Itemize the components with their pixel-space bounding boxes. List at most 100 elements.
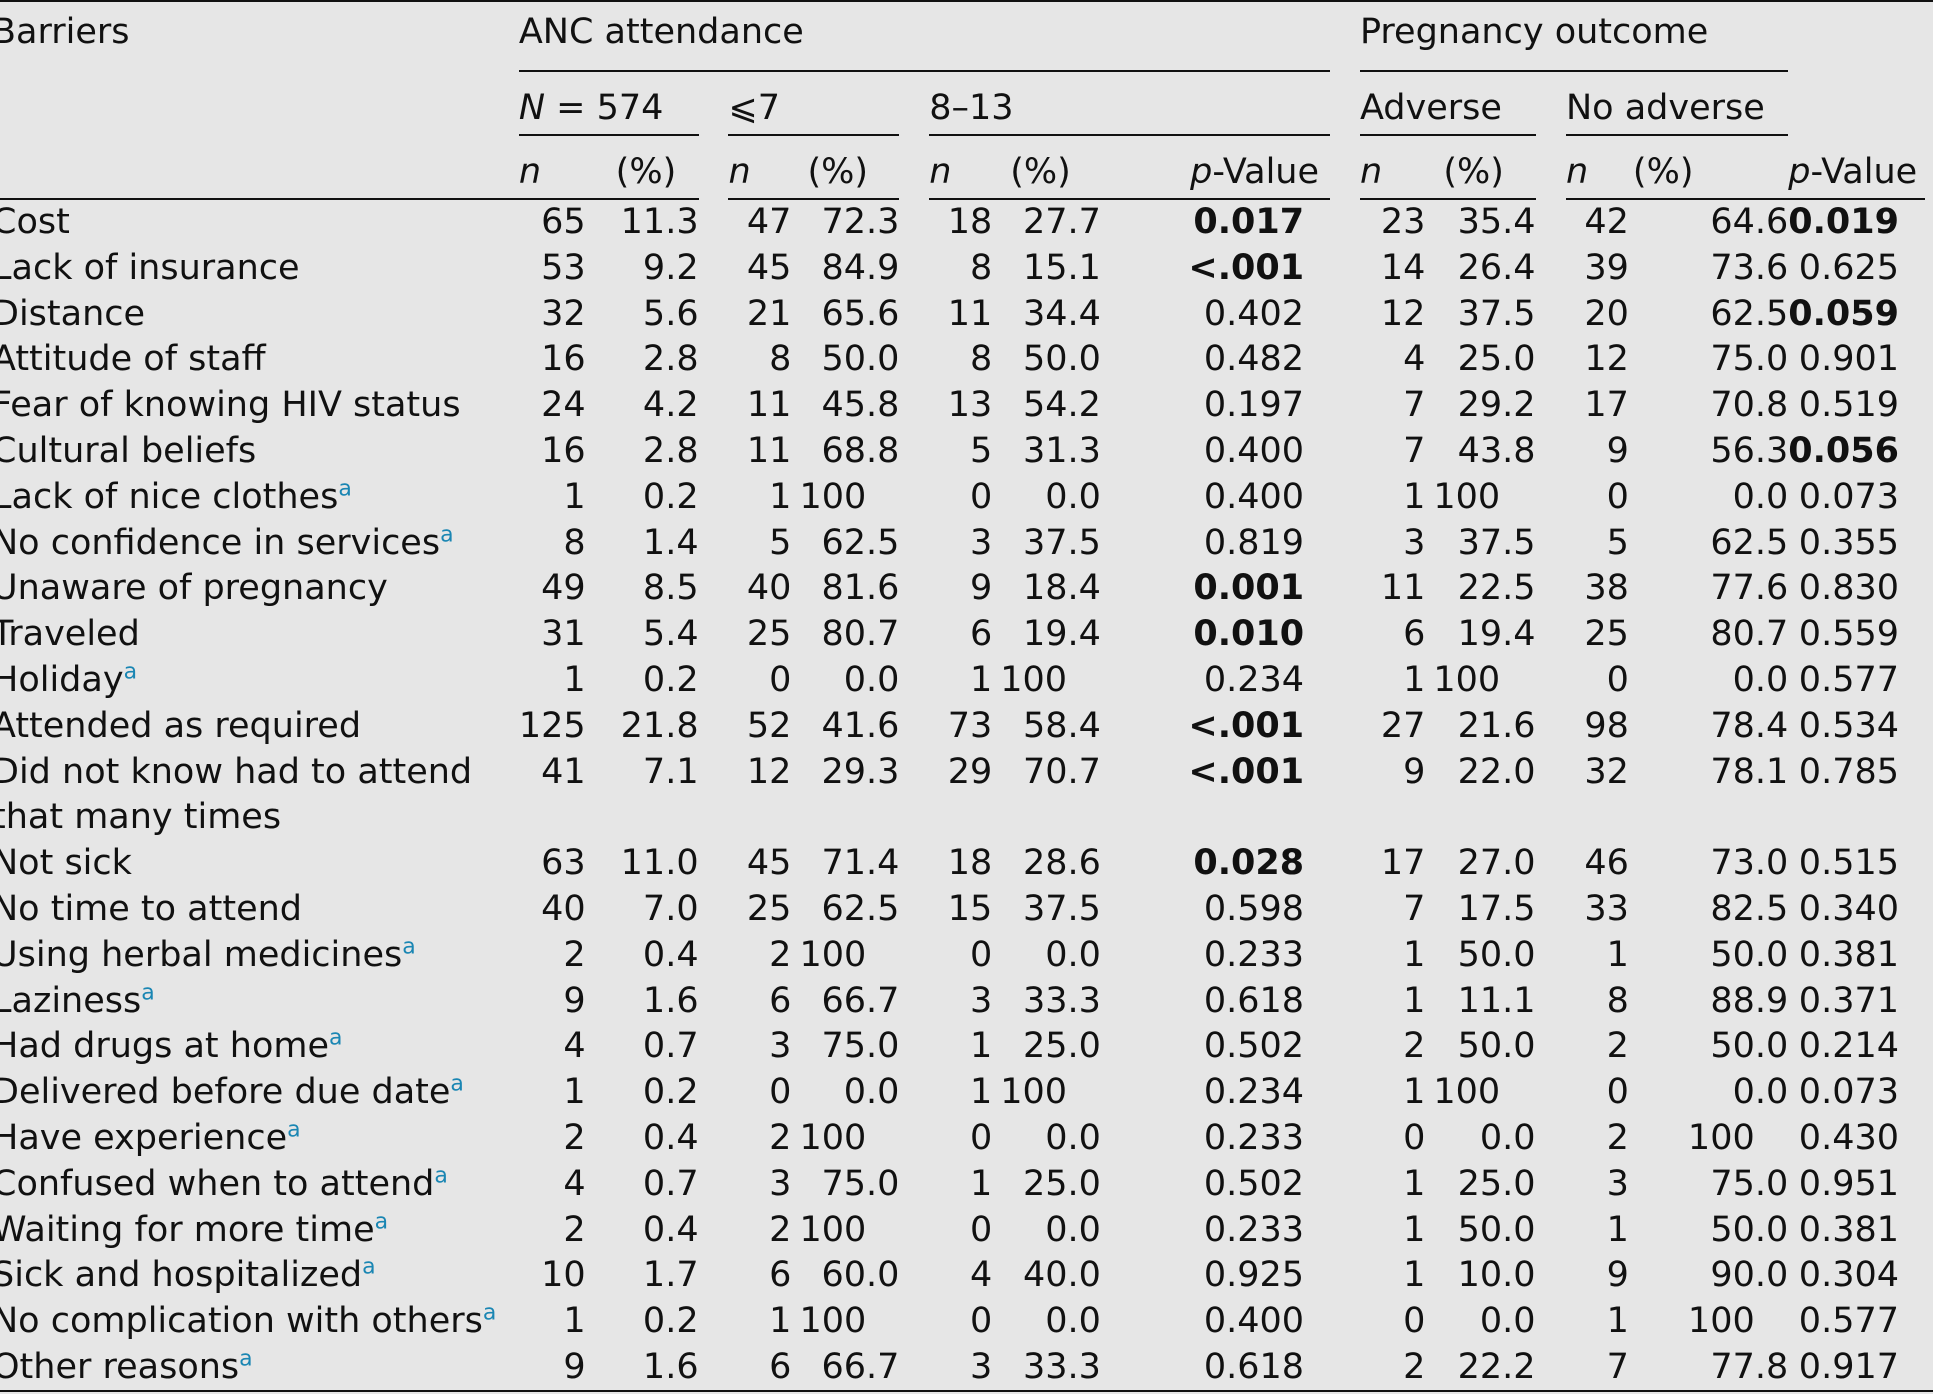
p-value-cell: 0.019 (1788, 202, 1899, 242)
table-cell: 17 (1380, 843, 1426, 884)
table-cell: 0.0 (1045, 476, 1101, 517)
table-cell: 8.5 (642, 568, 699, 609)
table-cell: 31 (541, 614, 586, 655)
table-cell: 7 (1606, 1346, 1629, 1387)
table-cell: 20 (1584, 293, 1629, 334)
table-cell: 2 (563, 934, 586, 975)
p-value-cell: 0.482 (1203, 339, 1305, 380)
table-cell: 66.7 (821, 980, 900, 1021)
table-cell: 1 (1403, 1072, 1426, 1113)
footnote-marker: a (440, 521, 454, 547)
table-row: Did not know had to attend 41 7.1 12 29.3 29 7… (0, 750, 1925, 796)
table-cell: 1 (769, 1301, 792, 1342)
table-cell: 29.3 (821, 751, 900, 792)
footnote-marker: a (450, 1071, 464, 1097)
p-value-cell: 0.234 (1203, 659, 1305, 700)
p-value-cell: 0.502 (1203, 1163, 1305, 1204)
table-cell: 52 (746, 705, 792, 746)
table-cell: 19.4 (1023, 614, 1101, 655)
table-cell: 7.0 (642, 888, 699, 929)
table-cell: 73.6 (1710, 247, 1789, 288)
footnote-marker: a (482, 1300, 497, 1326)
table-cell: 6 (769, 1255, 792, 1296)
table-cell: 25.0 (1023, 1026, 1101, 1067)
p-value-cell: 0.059 (1788, 293, 1899, 334)
barrier-label: Lack of insurance (0, 247, 300, 288)
p-value-cell: 0.559 (1798, 614, 1899, 655)
p-value-cell: <.001 (1188, 751, 1305, 792)
barrier-label: Other reasonsa (0, 1346, 253, 1387)
table-cell: 100 (799, 1117, 867, 1158)
table-cell: 0.0 (1732, 659, 1789, 700)
barrier-label: Waiting for more timea (0, 1208, 389, 1250)
table-cell: 100 (1000, 659, 1068, 700)
table-cell: 3 (769, 1026, 792, 1067)
table-cell: 1 (1403, 1255, 1426, 1296)
table-cell: 18 (947, 843, 993, 884)
p-value-cell: 0.430 (1798, 1117, 1899, 1158)
table-cell: 5 (1606, 522, 1629, 563)
table-cell: 2 (1403, 1026, 1426, 1067)
table-cell: 0.4 (642, 934, 699, 975)
table-cell: 41.6 (821, 705, 900, 746)
p-value-cell: 0.625 (1798, 247, 1899, 288)
table-row: No confidence in servicesa 8 1.4 5 62.5 3 37.5… (0, 521, 1925, 567)
table-cell: 50.0 (1710, 1026, 1789, 1067)
table-cell: 26.4 (1457, 247, 1536, 288)
p-value-cell: 0.197 (1203, 385, 1305, 426)
table-cell: 72.3 (821, 202, 900, 242)
table-cell: 31.3 (1023, 430, 1101, 471)
table-cell: 73.0 (1710, 843, 1789, 884)
table-cell: 16 (541, 430, 586, 471)
table-cell: 0 (969, 1301, 993, 1342)
p-value-cell: 0.598 (1203, 888, 1305, 929)
table-cell: 50.0 (1710, 934, 1789, 975)
table-cell: 62.5 (1710, 293, 1789, 334)
table-cell: 100 (799, 1301, 867, 1342)
table-cell: 82.5 (1710, 888, 1789, 929)
table-row-continuation: that many times (0, 795, 1925, 841)
p-value-cell: 0.371 (1798, 980, 1899, 1021)
table-cell: 0.4 (642, 1117, 699, 1158)
p-value-cell: 0.577 (1798, 659, 1899, 700)
header-row-3: n (%) n (%) n (%) p-Value n (%) n (%) p-… (0, 135, 1925, 200)
table-cell: 22.5 (1457, 568, 1536, 609)
table-cell: 98 (1584, 705, 1629, 746)
table-cell: 25 (746, 614, 792, 655)
table-cell: 75.0 (1710, 339, 1789, 380)
table-cell: 18.4 (1023, 568, 1101, 609)
n-header: n (1359, 135, 1430, 200)
table-cell: 4 (563, 1163, 586, 1204)
table-cell: 1.7 (642, 1255, 699, 1296)
p-value-cell: 0.233 (1203, 1209, 1305, 1250)
table-cell: 73 (947, 705, 993, 746)
table-cell: 71.4 (821, 843, 900, 884)
top-rule (0, 0, 1933, 2)
table-cell: 29.2 (1457, 385, 1536, 426)
table-cell: 0 (769, 1072, 792, 1113)
table-cell: 70.8 (1710, 385, 1789, 426)
table-cell: 2 (1403, 1346, 1426, 1387)
table-row: Other reasonsa 9 1.6 6 66.7 3 33.3 0.618 2 22.2 7 7… (0, 1345, 1925, 1391)
table-row: Lack of insurance 53 9.2 45 84.9 8 15.1 <.001 14… (0, 246, 1925, 292)
table-cell: 9 (563, 980, 586, 1021)
table-cell: 80.7 (821, 614, 900, 655)
table-row: Attended as required 125 21.8 52 41.6 73 58.4 <… (0, 704, 1925, 750)
table-cell: 0.0 (1732, 476, 1789, 517)
table-cell: 68.8 (821, 430, 900, 471)
table-cell: 100 (1000, 1072, 1068, 1113)
footnote-marker: a (434, 1163, 448, 1189)
table-cell: 28.6 (1023, 843, 1101, 884)
table-cell: 53 (541, 247, 586, 288)
table-cell: 25.0 (1457, 1163, 1536, 1204)
p-value-cell: 0.400 (1203, 1301, 1305, 1342)
table-cell: 75.0 (821, 1026, 900, 1067)
table-cell: 8 (563, 522, 586, 563)
barrier-label: Attended as required (0, 705, 362, 746)
table-cell: 43.8 (1457, 430, 1536, 471)
p-value-cell: 0.233 (1203, 1117, 1305, 1158)
table-cell: 4.2 (642, 385, 699, 426)
pvalue-header: p-Value (1126, 135, 1331, 200)
table-row: Cost 65 11.3 47 72.3 18 27.7 0.017 23 35.4 42 64.6 0… (0, 199, 1925, 246)
table-cell: 50.0 (821, 339, 900, 380)
